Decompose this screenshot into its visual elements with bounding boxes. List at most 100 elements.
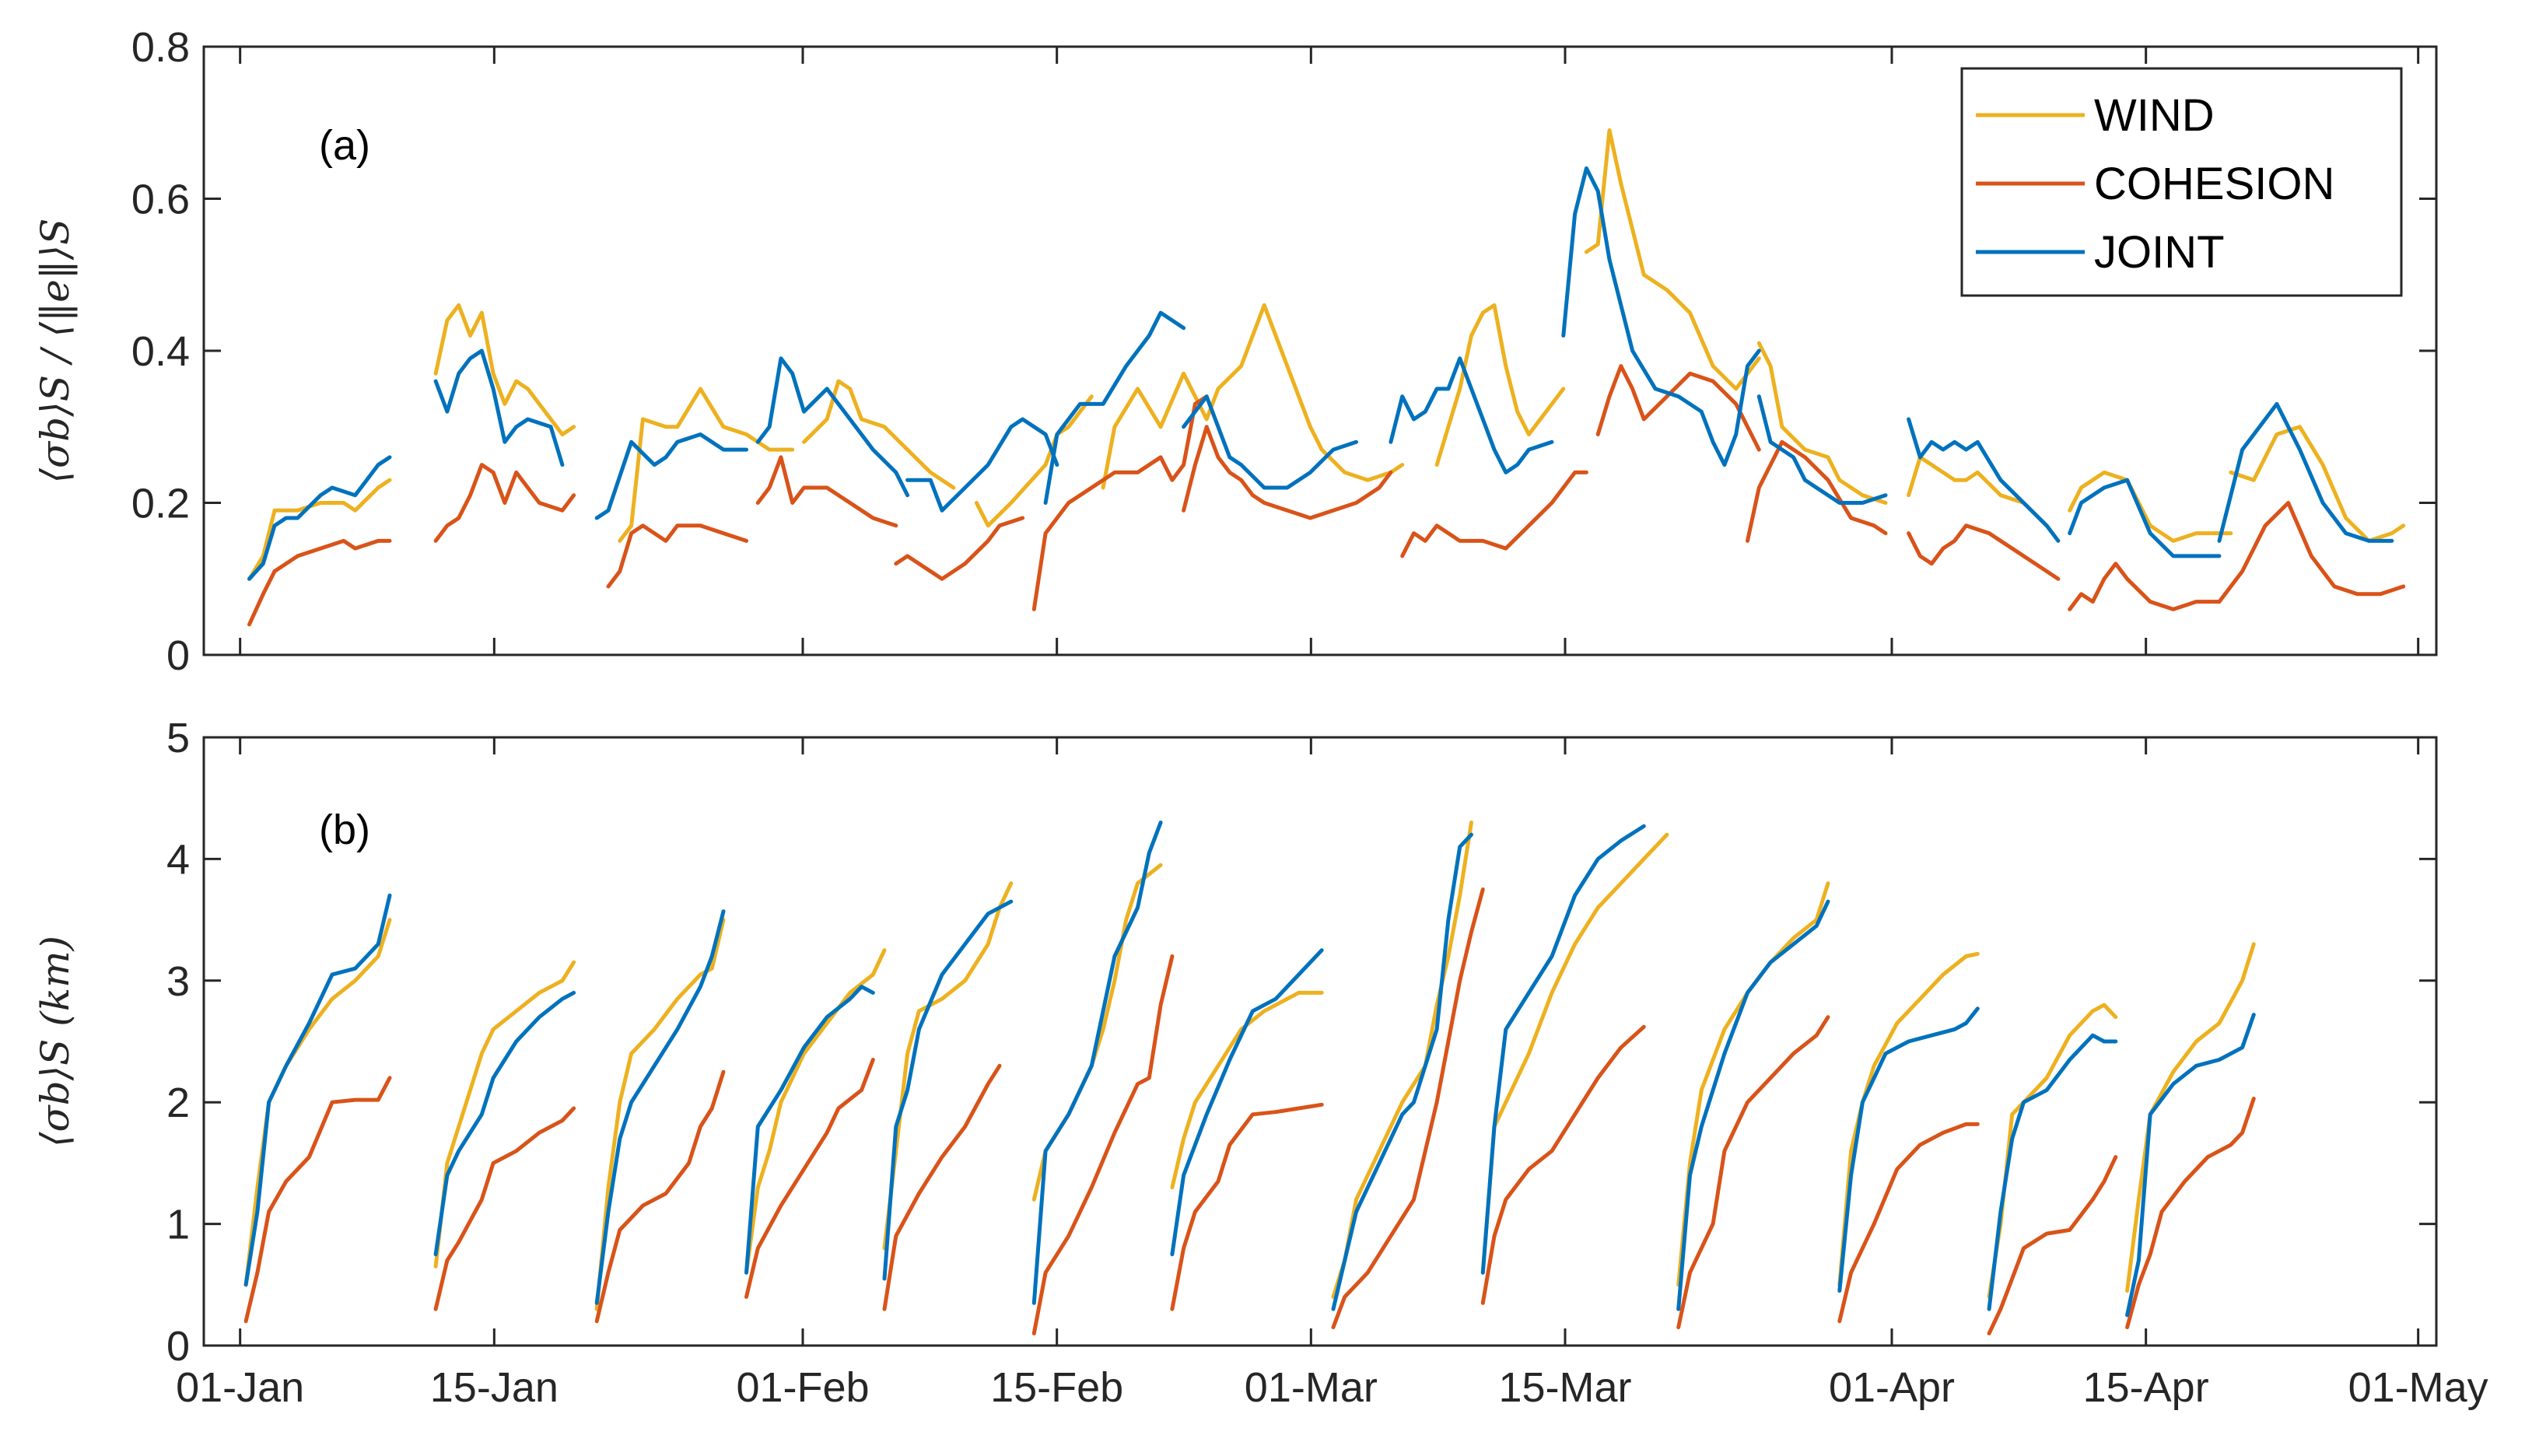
- panel-b-joint-line-segment-10: [1837, 1006, 1980, 1293]
- panel-b-ytick-label: 4: [166, 836, 190, 883]
- panel-a-cohesion-line-segment-9: [1746, 439, 1888, 543]
- legend-joint-label: JOINT: [2094, 227, 2225, 278]
- panel-a-joint-line-segment-8: [1561, 166, 1761, 467]
- panel-b-joint-line-segment-3: [744, 985, 875, 1275]
- panel-a-wind-line-segment-0: [247, 478, 392, 581]
- panel-b-cohesion-line-segment-3: [744, 1058, 875, 1299]
- panel-a-joint-line-segment-4: [905, 417, 1059, 513]
- panel-a-joint-line-segment-1: [433, 348, 565, 467]
- panel-b: 0 1 2 3 4 5 01-Jan 15-Jan 01-Feb 15-Feb 01-Mar 15-M…: [33, 715, 2488, 1411]
- panel-a-label: (a): [319, 122, 370, 169]
- panel-b-ytick-label: 0: [166, 1323, 190, 1370]
- panel-b-cohesion-line-segment-9: [1676, 1015, 1830, 1329]
- xtick-label: 15-Mar: [1498, 1364, 1631, 1411]
- xtick-label: 01-Jan: [176, 1364, 304, 1411]
- panel-a-wind-line-segment-8: [1756, 341, 1888, 505]
- panel-a-joint-line-segment-9: [1756, 394, 1888, 505]
- panel-a-wind-line-segment-5: [1101, 303, 1405, 490]
- panel-a-ylabel: ⟨σb⟩S / ⟨‖e‖⟩S: [33, 219, 78, 484]
- panel-a-wind-line-segment-6: [1434, 303, 1566, 467]
- panel-a-wind-line-segment-10: [2068, 470, 2233, 543]
- panel-a-ytick-label: 0.8: [131, 24, 190, 71]
- panel-b-ylabel: ⟨σb⟩S (km): [33, 936, 78, 1147]
- panel-a-cohesion-line-segment-8: [1595, 364, 1761, 452]
- panel-b-joint-line-segment-11: [1987, 1033, 2118, 1311]
- panel-a-joint-line-segment-12: [2217, 401, 2394, 543]
- panel-a-cohesion-line-segment-7: [1400, 470, 1588, 558]
- panel-b-joint-line-segment-2: [594, 909, 726, 1305]
- panel-a-cohesion-line-segment-5: [1031, 394, 1209, 611]
- panel-b-wind-line-segment-12: [2125, 942, 2256, 1293]
- panel-a-ytick-label: 0.6: [131, 177, 190, 223]
- xtick-label: 15-Feb: [990, 1364, 1123, 1411]
- xtick-label: 01-Apr: [1829, 1364, 1955, 1411]
- panel-a-joint-line-segment-2: [594, 432, 748, 520]
- panel-a-cohesion-line-segment-1: [433, 463, 576, 543]
- panel-b-cohesion-line-segment-6: [1170, 1102, 1324, 1311]
- panel-a-joint-line-segment-6: [1182, 394, 1358, 490]
- panel-b-joint-line-segment-4: [882, 899, 1014, 1281]
- panel-b-wind-line-segment-10: [1837, 951, 1980, 1287]
- panel-a-cohesion-line-segment-4: [894, 516, 1025, 581]
- panel-a-cohesion-line-segment-12: [2217, 501, 2406, 604]
- panel-b-cohesion-line-segment-7: [1331, 887, 1485, 1329]
- panel-b-joint-line-segment-8: [1480, 824, 1646, 1275]
- panel-a-cohesion-line-segment-6: [1182, 425, 1393, 520]
- panel-a-joint-line-segment-3: [755, 356, 910, 498]
- xtick-label: 01-Mar: [1245, 1364, 1378, 1411]
- panel-b-cohesion-line-segment-12: [2125, 1097, 2256, 1329]
- panel-b-wind-line-segment-11: [1987, 1003, 2118, 1299]
- panel-b-label: (b): [319, 807, 370, 853]
- panel-a-wind-line-segment-4: [974, 394, 1094, 528]
- panel-b-wind-line-segment-6: [1170, 990, 1324, 1190]
- panel-a-wind-line-segment-2: [618, 387, 795, 543]
- panel-a-joint-line-segment-0: [247, 455, 392, 581]
- panel-b-joint-line-segment-12: [2125, 1013, 2256, 1318]
- panel-b-cohesion-line-segment-5: [1031, 954, 1175, 1335]
- panel-b-cohesion-line-segment-1: [433, 1106, 576, 1311]
- panel-b-ytick-label: 3: [166, 958, 190, 1005]
- panel-a-cohesion-line-segment-11: [2068, 562, 2222, 611]
- panel-b-joint-line-segment-5: [1031, 821, 1163, 1305]
- panel-b-axes-box: [202, 736, 2438, 1347]
- legend: WIND COHESION JOINT: [1960, 67, 2403, 297]
- panel-b-ytick-label: 5: [166, 715, 190, 761]
- panel-a-wind-line-segment-3: [802, 379, 956, 490]
- legend-cohesion-label: COHESION: [2094, 159, 2334, 209]
- panel-b-wind-line-segment-4: [882, 881, 1014, 1251]
- panel-b-wind-line-segment-9: [1676, 881, 1830, 1287]
- panel-a-wind-line-segment-11: [2229, 425, 2406, 543]
- legend-wind-label: WIND: [2094, 90, 2215, 141]
- panel-b-series: [243, 821, 2256, 1335]
- panel-a-wind-line-segment-7: [1584, 128, 1761, 391]
- panel-b-cohesion-line-segment-2: [594, 1069, 726, 1324]
- panel-a-ticks: 0 0.2 0.4 0.6 0.8: [131, 24, 2436, 679]
- panel-a-joint-line-segment-10: [1907, 417, 2061, 543]
- panel-b-ytick-label: 1: [166, 1202, 190, 1248]
- panel-b-wind-line-segment-3: [744, 948, 887, 1275]
- panel-a-cohesion-line-segment-2: [606, 523, 748, 589]
- panel-b-ytick-label: 2: [166, 1080, 190, 1126]
- panel-a-joint-line-segment-7: [1389, 356, 1554, 474]
- panel-a-joint-line-segment-5: [1043, 310, 1186, 505]
- xtick-label: 15-Jan: [430, 1364, 559, 1411]
- panel-b-cohesion-line-segment-0: [243, 1076, 392, 1324]
- panel-a-wind-line-segment-1: [433, 303, 576, 436]
- panel-b-joint-line-segment-9: [1676, 899, 1830, 1311]
- panel-b-wind-line-segment-8: [1480, 832, 1669, 1275]
- panel-b-joint-line-segment-7: [1331, 832, 1473, 1311]
- panel-b-joint-line-segment-0: [243, 893, 392, 1287]
- panel-a-ytick-label: 0.2: [131, 481, 190, 527]
- panel-b-ticks: 0 1 2 3 4 5 01-Jan 15-Jan 01-Feb 15-Feb 01-Mar 15-M…: [166, 715, 2488, 1411]
- panel-a-ytick-label: 0: [166, 632, 190, 679]
- panel-a-cohesion-line-segment-0: [247, 538, 392, 627]
- panel-a: 0 0.2 0.4 0.6 0.8 (a) ⟨σb⟩S / ⟨‖e‖⟩S WIND CO…: [33, 24, 2438, 679]
- panel-a-wind-line-segment-9: [1907, 455, 2049, 528]
- panel-b-cohesion-line-segment-8: [1480, 1024, 1646, 1305]
- panel-a-ytick-label: 0.4: [131, 328, 190, 375]
- panel-b-joint-line-segment-6: [1170, 948, 1324, 1257]
- panel-b-cohesion-line-segment-4: [882, 1063, 1002, 1311]
- panel-a-series: [247, 128, 2406, 627]
- panel-a-cohesion-line-segment-10: [1907, 523, 2061, 581]
